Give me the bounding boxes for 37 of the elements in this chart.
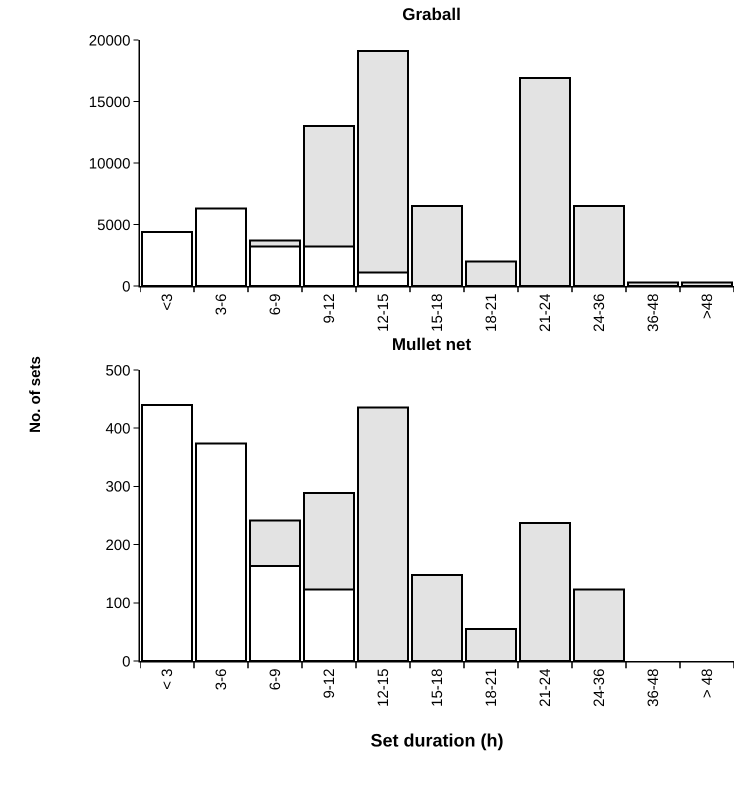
y-tick-label: 200 (105, 536, 130, 554)
x-axis-title: Set duration (h) (370, 730, 504, 751)
y-tick-label: 15000 (88, 94, 130, 111)
x-tick-label: >48 (698, 294, 716, 319)
x-tick-label: 12-15 (374, 668, 392, 707)
x-tick-label: 9-12 (320, 294, 338, 324)
x-tick-label: 36-48 (644, 668, 662, 707)
y-tick-label: 0 (122, 653, 130, 670)
y-axis-title: No. of sets (26, 356, 44, 433)
x-tick-label: 36-48 (644, 294, 662, 332)
y-tick-label: 300 (105, 478, 130, 496)
y-tick-label: 500 (105, 362, 130, 380)
x-tick-label: 24-36 (590, 668, 608, 707)
x-tick-label: 3-6 (212, 668, 230, 690)
x-tick-label: <3 (158, 294, 176, 311)
chart-title: Graball (402, 4, 461, 24)
x-tick-label: 21-24 (536, 668, 554, 707)
x-tick-label: 24-36 (590, 294, 608, 332)
y-tick-label: 20000 (88, 32, 130, 50)
y-tick-label: 5000 (97, 216, 130, 234)
x-tick-label: 6-9 (266, 294, 284, 316)
y-tick-label: 10000 (88, 155, 130, 172)
x-tick-label: 12-15 (374, 294, 392, 332)
x-tick-label: > 48 (698, 668, 716, 698)
x-tick-label: 3-6 (212, 294, 230, 316)
x-tick-label: 6-9 (266, 668, 284, 690)
x-tick-label: 18-21 (482, 294, 500, 332)
x-tick-label: < 3 (158, 668, 176, 690)
x-tick-label: 15-18 (428, 668, 446, 707)
chart-title: Mullet net (392, 334, 472, 354)
y-tick-label: 100 (105, 595, 130, 612)
x-tick-label: 21-24 (536, 294, 554, 332)
y-tick-label: 400 (105, 420, 130, 438)
x-tick-label: 15-18 (428, 294, 446, 332)
y-tick-label: 0 (122, 278, 130, 296)
x-tick-label: 18-21 (482, 668, 500, 707)
x-tick-label: 9-12 (320, 668, 338, 699)
